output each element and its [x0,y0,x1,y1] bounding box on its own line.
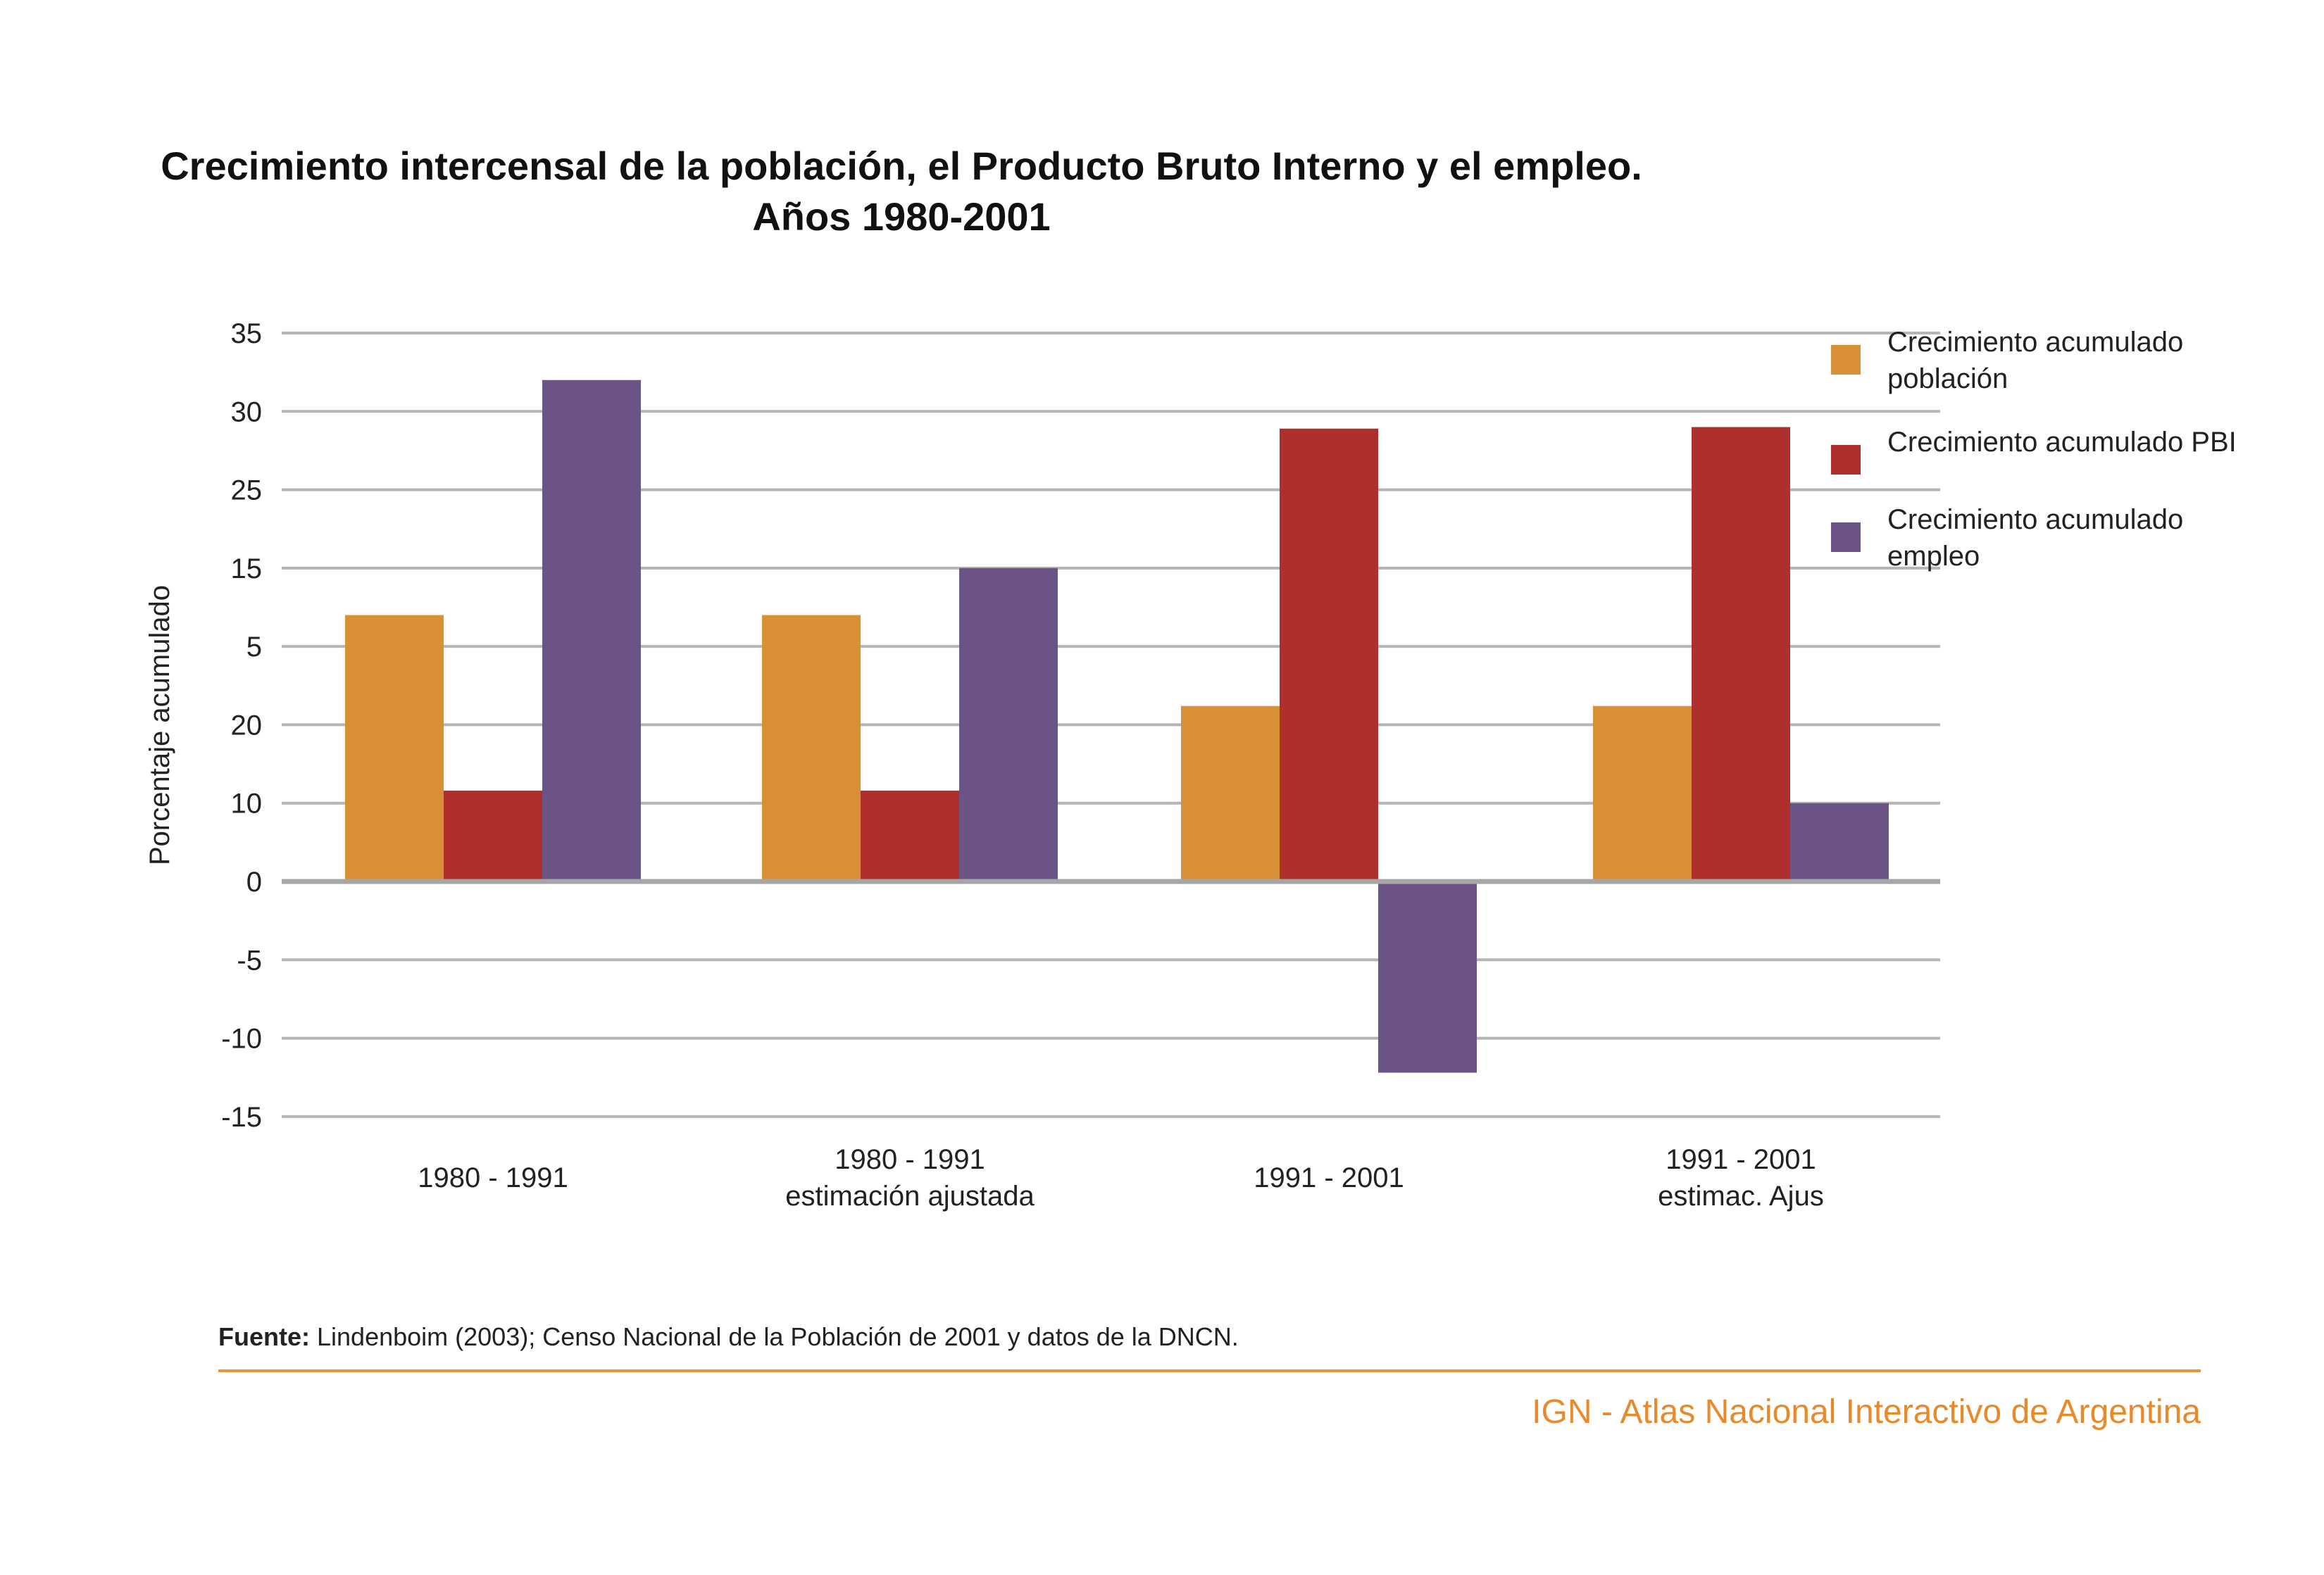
legend-label: Crecimiento acumulado empleo [1887,504,2184,572]
x-category-labels: 1980 - 1991 1980 - 1991 estimación ajustad… [418,1144,1824,1212]
legend-swatch [1831,445,1861,475]
y-tick-labels: 35 30 25 15 5 20 10 0 -5 -10 -15 [221,318,262,1133]
divider [218,1369,2201,1372]
y-tick-label: 5 [246,632,262,663]
y-tick-label: 15 [231,553,263,584]
y-tick-label: -5 [237,945,262,976]
x-category-label: 1980 - 1991 [835,1144,985,1175]
y-tick-label: 30 [231,396,263,427]
bar-empleo [1790,803,1889,881]
bar-empleo [1378,881,1477,1073]
bar-población [1593,705,1692,881]
legend-swatch [1831,522,1861,552]
x-category-label: estimación ajustada [785,1181,1035,1212]
bars [345,379,1889,1073]
bar-empleo [542,379,641,881]
x-category-label: 1980 - 1991 [418,1162,568,1193]
y-tick-label: 20 [231,710,263,741]
bar-empleo [959,567,1058,881]
bar-población [1181,705,1280,881]
chart-title-line1: Crecimiento intercensal de la población,… [161,144,1642,188]
legend-item: Crecimiento acumulado PBI [1831,424,2254,475]
legend: Crecimiento acumulado población Crecimien… [1831,324,2254,601]
x-category-label: estimac. Ajus [1658,1181,1824,1212]
legend-item: Crecimiento acumulado población [1831,324,2254,397]
y-tick-label: 10 [231,789,263,820]
y-tick-label: 35 [231,318,263,349]
chart-title: Crecimiento intercensal de la población,… [0,141,1803,242]
y-tick-label: -10 [221,1024,262,1055]
y-tick-label: 25 [231,475,263,506]
legend-item: Crecimiento acumulado empleo [1831,501,2254,575]
bar-pbi [444,790,542,881]
y-tick-label: 0 [246,867,262,898]
y-axis-label: Porcentaje acumulado [144,585,175,865]
bar-pbi [1692,427,1790,881]
y-tick-label: -15 [221,1102,262,1133]
legend-label: Crecimiento acumulado población [1887,327,2184,394]
x-category-label: 1991 - 2001 [1666,1144,1816,1175]
bar-pbi [861,790,959,881]
x-category-label: 1991 - 2001 [1254,1162,1404,1193]
bar-población [762,615,861,881]
legend-swatch [1831,345,1861,375]
bar-población [345,615,444,881]
chart-title-line2: Años 1980-2001 [752,194,1051,239]
bar-pbi [1280,428,1378,881]
source-note: Fuente: Lindenboim (2003); Censo Naciona… [218,1322,1239,1352]
legend-label: Crecimiento acumulado PBI [1887,427,2237,458]
credit: IGN - Atlas Nacional Interactivo de Arge… [1532,1393,2201,1431]
source-label: Fuente: [218,1322,310,1351]
source-text: Lindenboim (2003); Censo Nacional de la … [310,1322,1239,1351]
